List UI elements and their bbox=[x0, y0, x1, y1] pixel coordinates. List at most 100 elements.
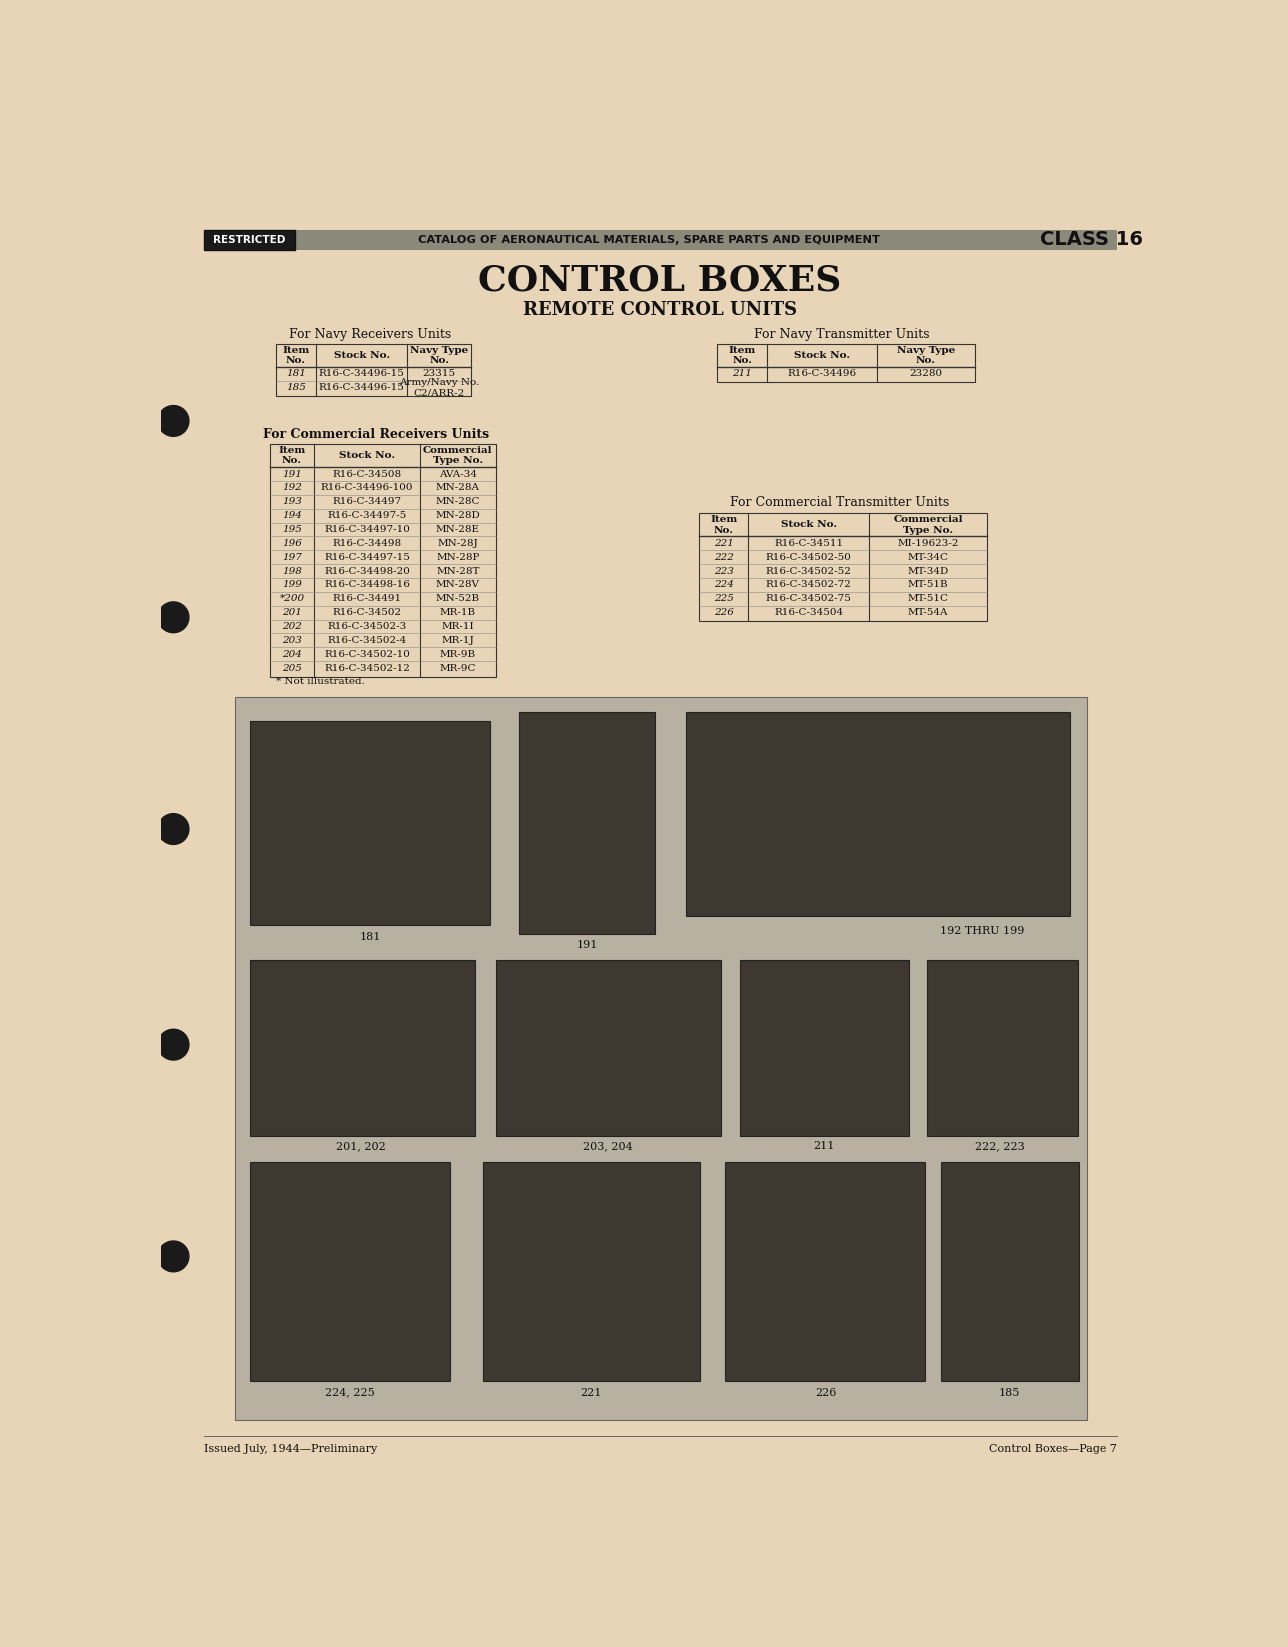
Text: For Commercial Transmitter Units: For Commercial Transmitter Units bbox=[730, 496, 949, 509]
Text: MN-28D: MN-28D bbox=[435, 511, 480, 520]
Text: 191: 191 bbox=[577, 939, 598, 950]
Text: R16-C-34497-10: R16-C-34497-10 bbox=[325, 525, 410, 534]
Bar bbox=[250, 721, 491, 926]
Text: R16-C-34498: R16-C-34498 bbox=[332, 539, 402, 548]
Bar bbox=[250, 1161, 450, 1382]
Text: MT-54A: MT-54A bbox=[908, 608, 948, 618]
Bar bbox=[519, 712, 654, 934]
Text: 181: 181 bbox=[359, 932, 381, 942]
Text: R16-C-34502-12: R16-C-34502-12 bbox=[325, 664, 410, 672]
Text: 202: 202 bbox=[282, 623, 301, 631]
Bar bbox=[725, 1161, 925, 1382]
Bar bbox=[250, 960, 475, 1135]
Text: 192 THRU 199: 192 THRU 199 bbox=[940, 926, 1025, 935]
Text: R16-C-34497-15: R16-C-34497-15 bbox=[325, 553, 410, 562]
Text: R16-C-34496-15: R16-C-34496-15 bbox=[319, 369, 404, 379]
Text: Stock No.: Stock No. bbox=[781, 520, 837, 529]
Text: 192: 192 bbox=[282, 484, 301, 492]
Text: 226: 226 bbox=[714, 608, 734, 618]
Text: 195: 195 bbox=[282, 525, 301, 534]
Text: Commercial
Type No.: Commercial Type No. bbox=[894, 516, 963, 535]
Text: RESTRICTED: RESTRICTED bbox=[213, 236, 286, 245]
Text: 222: 222 bbox=[714, 553, 734, 562]
Text: For Navy Receivers Units: For Navy Receivers Units bbox=[289, 328, 451, 341]
Text: 191: 191 bbox=[282, 469, 301, 479]
Text: R16-C-34498-16: R16-C-34498-16 bbox=[325, 580, 410, 590]
Text: Item
No.: Item No. bbox=[282, 346, 309, 366]
Bar bbox=[483, 1161, 699, 1382]
Text: 201: 201 bbox=[282, 608, 301, 618]
Text: R16-C-34502-72: R16-C-34502-72 bbox=[766, 580, 851, 590]
Text: R16-C-34496-100: R16-C-34496-100 bbox=[321, 484, 413, 492]
Text: Control Boxes—Page 7: Control Boxes—Page 7 bbox=[989, 1444, 1117, 1454]
Text: MR-9C: MR-9C bbox=[439, 664, 477, 672]
Text: MR-1J: MR-1J bbox=[442, 636, 474, 646]
Text: MR-9B: MR-9B bbox=[439, 651, 475, 659]
Text: MN-28T: MN-28T bbox=[437, 567, 479, 575]
Text: R16-C-34504: R16-C-34504 bbox=[774, 608, 844, 618]
Bar bbox=[234, 697, 1087, 1420]
Text: Stock No.: Stock No. bbox=[334, 351, 390, 361]
Bar bbox=[717, 344, 975, 382]
Text: 185: 185 bbox=[286, 384, 305, 392]
Text: MN-28E: MN-28E bbox=[435, 525, 480, 534]
Text: MN-52B: MN-52B bbox=[435, 595, 480, 603]
Text: MN-28A: MN-28A bbox=[435, 484, 480, 492]
Text: 205: 205 bbox=[282, 664, 301, 672]
Bar bbox=[942, 1161, 1079, 1382]
Text: Item
No.: Item No. bbox=[710, 516, 737, 535]
Text: 199: 199 bbox=[282, 580, 301, 590]
Text: *200: *200 bbox=[279, 595, 304, 603]
Text: 181: 181 bbox=[286, 369, 305, 379]
Bar bbox=[204, 231, 1117, 250]
Text: Army/Navy No.
C2/ARR-2: Army/Navy No. C2/ARR-2 bbox=[399, 379, 479, 397]
Text: 225: 225 bbox=[714, 595, 734, 603]
Text: R16-C-34502: R16-C-34502 bbox=[332, 608, 402, 618]
Text: MT-34D: MT-34D bbox=[908, 567, 949, 575]
Text: R16-C-34508: R16-C-34508 bbox=[332, 469, 402, 479]
Circle shape bbox=[158, 814, 189, 845]
Text: MR-1I: MR-1I bbox=[442, 623, 474, 631]
Text: R16-C-34511: R16-C-34511 bbox=[774, 539, 844, 548]
Text: CATALOG OF AERONAUTICAL MATERIALS, SPARE PARTS AND EQUIPMENT: CATALOG OF AERONAUTICAL MATERIALS, SPARE… bbox=[419, 236, 880, 245]
Text: 221: 221 bbox=[581, 1388, 601, 1398]
Text: R16-C-34496-15: R16-C-34496-15 bbox=[319, 384, 404, 392]
Text: 201, 202: 201, 202 bbox=[336, 1141, 386, 1151]
Text: 211: 211 bbox=[814, 1141, 835, 1151]
Text: 185: 185 bbox=[999, 1388, 1020, 1398]
Circle shape bbox=[158, 601, 189, 632]
Text: R16-C-34502-3: R16-C-34502-3 bbox=[327, 623, 407, 631]
Circle shape bbox=[158, 1240, 189, 1271]
Text: REMOTE CONTROL UNITS: REMOTE CONTROL UNITS bbox=[523, 301, 797, 320]
Text: 194: 194 bbox=[282, 511, 301, 520]
Text: 23280: 23280 bbox=[909, 369, 943, 379]
Text: CONTROL BOXES: CONTROL BOXES bbox=[478, 264, 842, 298]
Text: 23315: 23315 bbox=[422, 369, 456, 379]
Bar bbox=[739, 960, 909, 1135]
Text: For Navy Transmitter Units: For Navy Transmitter Units bbox=[753, 328, 929, 341]
Text: R16-C-34502-4: R16-C-34502-4 bbox=[327, 636, 407, 646]
Text: Commercial
Type No.: Commercial Type No. bbox=[422, 446, 492, 466]
Text: 193: 193 bbox=[282, 497, 301, 506]
Text: 224, 225: 224, 225 bbox=[326, 1388, 375, 1398]
Text: R16-C-34502-52: R16-C-34502-52 bbox=[766, 567, 851, 575]
Text: 197: 197 bbox=[282, 553, 301, 562]
Text: 211: 211 bbox=[733, 369, 752, 379]
Text: CLASS 16: CLASS 16 bbox=[1039, 231, 1142, 249]
Bar bbox=[204, 231, 295, 250]
Text: AVA-34: AVA-34 bbox=[439, 469, 477, 479]
Text: 222, 223: 222, 223 bbox=[975, 1141, 1025, 1151]
Text: MN-28P: MN-28P bbox=[437, 553, 479, 562]
Text: * Not illustrated.: * Not illustrated. bbox=[276, 677, 365, 685]
Text: MT-34C: MT-34C bbox=[908, 553, 949, 562]
Text: R16-C-34502-10: R16-C-34502-10 bbox=[325, 651, 410, 659]
Text: MI-19623-2: MI-19623-2 bbox=[898, 539, 960, 548]
Text: R16-C-34497-5: R16-C-34497-5 bbox=[327, 511, 407, 520]
Bar bbox=[276, 344, 471, 397]
Text: 198: 198 bbox=[282, 567, 301, 575]
Text: MN-28J: MN-28J bbox=[438, 539, 478, 548]
Text: Item
No.: Item No. bbox=[729, 346, 756, 366]
Text: 224: 224 bbox=[714, 580, 734, 590]
Bar bbox=[687, 712, 1070, 916]
Text: MT-51C: MT-51C bbox=[908, 595, 949, 603]
